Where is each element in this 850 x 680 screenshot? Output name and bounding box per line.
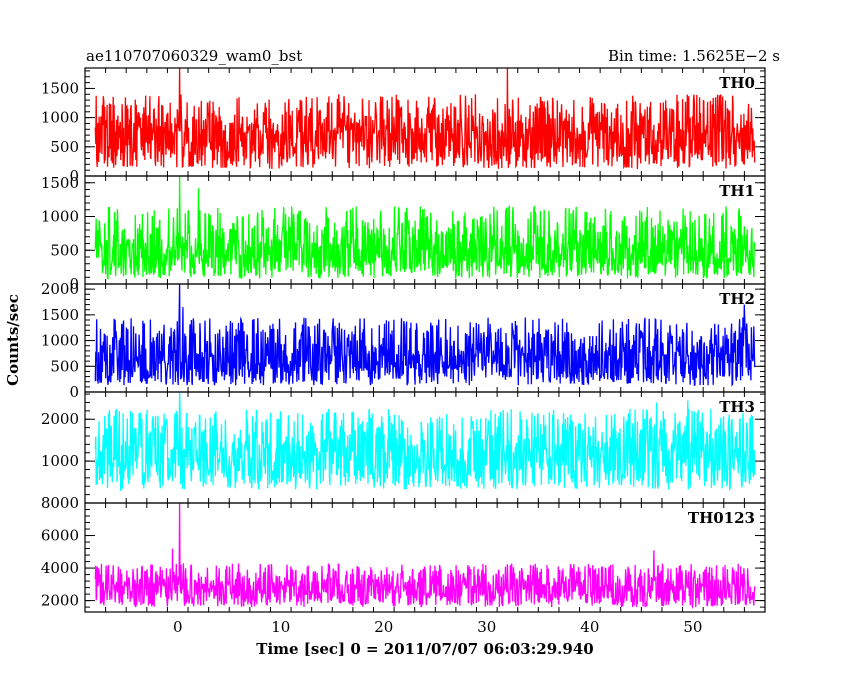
y-tick-label: 2000 xyxy=(41,410,79,428)
y-axis-label: Counts/sec xyxy=(4,294,22,386)
panel-th1: 0 500 1000 1500 TH1 xyxy=(41,174,766,293)
y-tick-label: 1000 xyxy=(41,109,79,127)
y-tick-label: 1000 xyxy=(41,332,79,350)
y-tick-label: 1000 xyxy=(41,208,79,226)
panel-th0123: 2000 4000 6000 8000 TH0123 xyxy=(41,494,766,613)
x-axis: 0 10 20 30 40 50 xyxy=(173,618,702,636)
panels-group: 0 500 1000 1500 TH0 0 500 1000 1500 TH1 0 500 1000 15… xyxy=(41,67,766,613)
x-tick-label: 10 xyxy=(271,618,290,636)
panel-label-th0: TH0 xyxy=(719,74,755,92)
y-tick-label: 2000 xyxy=(41,592,79,610)
series-line-th0123 xyxy=(94,503,756,610)
series-line-th0 xyxy=(94,68,756,170)
x-tick-label: 0 xyxy=(173,618,183,636)
y-tick-label: 1500 xyxy=(41,306,79,324)
y-tick-label: 500 xyxy=(50,138,79,156)
panel-th2: 0 500 1000 1500 2000 TH2 xyxy=(41,280,766,401)
panel-label-th2: TH2 xyxy=(719,290,755,308)
x-axis-label: Time [sec] 0 = 2011/07/07 06:03:29.940 xyxy=(256,640,593,658)
panel-frame xyxy=(84,502,766,613)
series-line-th1 xyxy=(94,176,756,280)
panel-th0: 0 500 1000 1500 TH0 xyxy=(41,67,766,185)
panel-label-th0123: TH0123 xyxy=(688,509,755,527)
y-tick-label: 0 xyxy=(69,383,79,401)
y-tick-label: 1500 xyxy=(41,174,79,192)
x-tick-label: 30 xyxy=(477,618,496,636)
panel-label-th1: TH1 xyxy=(719,182,755,200)
y-tick-label: 8000 xyxy=(41,494,79,512)
y-tick-label: 500 xyxy=(50,357,79,375)
y-tick-label: 6000 xyxy=(41,527,79,545)
y-tick-label: 0 xyxy=(69,167,79,185)
figure-title: ae110707060329_wam0_bst xyxy=(86,47,302,65)
panel-th3: 1000 2000 TH3 xyxy=(41,391,766,504)
y-tick-label: 0 xyxy=(69,275,79,293)
series-line-th3 xyxy=(94,392,756,492)
x-tick-label: 20 xyxy=(374,618,393,636)
x-tick-label: 40 xyxy=(580,618,599,636)
y-tick-label: 4000 xyxy=(41,559,79,577)
bin-time-label: Bin time: 1.5625E−2 s xyxy=(608,47,780,65)
x-tick-label: 50 xyxy=(683,618,702,636)
panel-label-th3: TH3 xyxy=(719,398,755,416)
series-line-th2 xyxy=(94,284,756,387)
y-tick-label: 1500 xyxy=(41,79,79,97)
y-tick-label: 2000 xyxy=(41,280,79,298)
y-tick-label: 500 xyxy=(50,241,79,259)
y-tick-label: 1000 xyxy=(41,452,79,470)
